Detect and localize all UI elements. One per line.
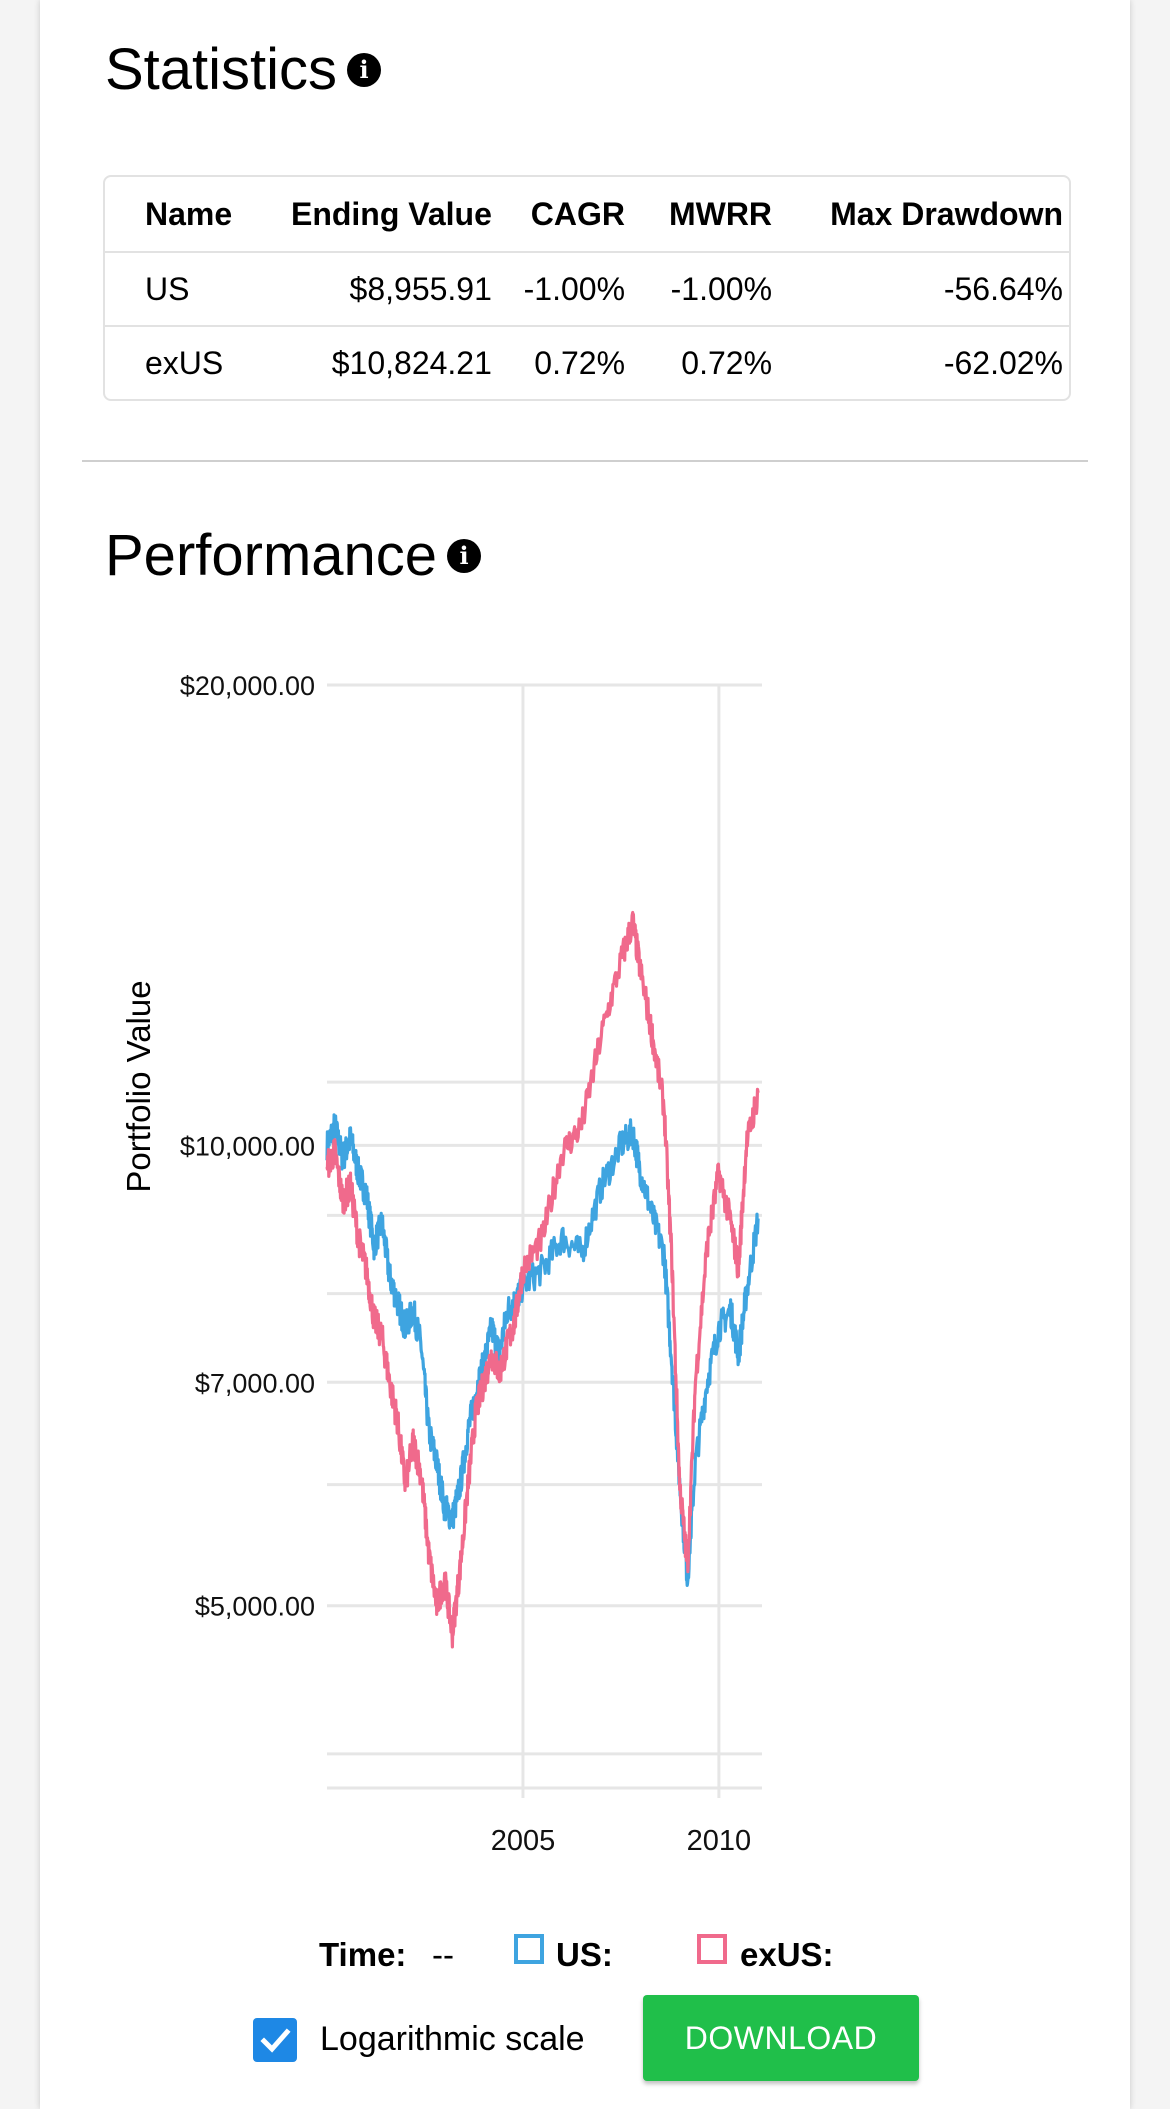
- chart-controls: Logarithmic scale DOWNLOAD: [40, 1993, 1130, 2093]
- legend-exus-swatch: [697, 1934, 727, 1964]
- performance-chart[interactable]: $20,000.00 $10,000.00 $7,000.00 $5,000.00 2…: [40, 640, 1130, 1870]
- info-icon[interactable]: i: [347, 52, 382, 87]
- legend-us-swatch: [514, 1934, 544, 1964]
- series-lines: [325, 910, 760, 1649]
- series-line-exus: [325, 910, 760, 1649]
- x-gridlines: [521, 685, 721, 1798]
- y-tick-label: $10,000.00: [180, 1131, 315, 1161]
- cell-cagr: -1.00%: [499, 251, 646, 326]
- table-row: US $8,955.91 -1.00% -1.00% -56.64%: [105, 251, 1069, 326]
- column-header-max-drawdown: Max Drawdown: [830, 195, 1063, 232]
- cell-max-drawdown: -62.02%: [792, 325, 1069, 399]
- x-tick-label: 2010: [687, 1825, 752, 1857]
- section-divider: [82, 460, 1088, 462]
- cell-mwrr: 0.72%: [645, 325, 793, 399]
- y-tick-label: $7,000.00: [195, 1368, 315, 1398]
- legend-time-value: --: [432, 1936, 454, 1973]
- checkmark-icon: [260, 2028, 291, 2053]
- info-icon[interactable]: i: [447, 538, 482, 573]
- log-scale-label: Logarithmic scale: [320, 2020, 585, 2058]
- cell-max-drawdown: -56.64%: [792, 251, 1069, 326]
- cell-mwrr: -1.00%: [645, 251, 793, 326]
- legend-exus-label: exUS:: [740, 1936, 834, 1973]
- portfolio-card: Statistics i Name Ending Value CAGR MWRR…: [40, 0, 1130, 2109]
- statistics-title: Statistics: [105, 37, 338, 102]
- y-tick-label: $5,000.00: [195, 1592, 315, 1622]
- performance-title: Performance: [105, 523, 438, 588]
- series-line-us: [325, 1113, 760, 1587]
- statistics-table: Name Ending Value CAGR MWRR Max Drawdown…: [103, 175, 1071, 401]
- column-header-name: Name: [145, 195, 233, 232]
- statistics-heading: Statistics i: [105, 36, 382, 103]
- y-tick-labels: $20,000.00 $10,000.00 $7,000.00 $5,000.00: [180, 671, 315, 1622]
- column-header-mwrr: MWRR: [668, 195, 773, 232]
- legend-us-label: US:: [556, 1936, 613, 1973]
- cell-ending-value: $10,824.21: [256, 325, 500, 399]
- column-header-ending-value: Ending Value: [290, 195, 492, 232]
- legend-time-label: Time:: [319, 1936, 407, 1973]
- table-header-row: Name Ending Value CAGR MWRR Max Drawdown: [105, 177, 1069, 252]
- log-scale-checkbox[interactable]: [253, 2018, 297, 2062]
- column-header-cagr: CAGR: [530, 195, 626, 232]
- cell-cagr: 0.72%: [499, 325, 646, 399]
- table-row: exUS $10,824.21 0.72% 0.72% -62.02%: [105, 325, 1069, 399]
- x-tick-label: 2005: [491, 1825, 556, 1857]
- x-tick-labels: 2005 2010: [491, 1825, 751, 1857]
- cell-name: US: [105, 251, 257, 326]
- performance-heading: Performance i: [105, 522, 482, 589]
- cell-name: exUS: [105, 325, 257, 399]
- download-button[interactable]: DOWNLOAD: [643, 1995, 919, 2081]
- cell-ending-value: $8,955.91: [256, 251, 500, 326]
- y-tick-label: $20,000.00: [180, 671, 315, 701]
- chart-legend: Time: -- US: exUS:: [40, 1930, 1130, 1980]
- y-axis-label: Portfolio Value: [120, 980, 157, 1192]
